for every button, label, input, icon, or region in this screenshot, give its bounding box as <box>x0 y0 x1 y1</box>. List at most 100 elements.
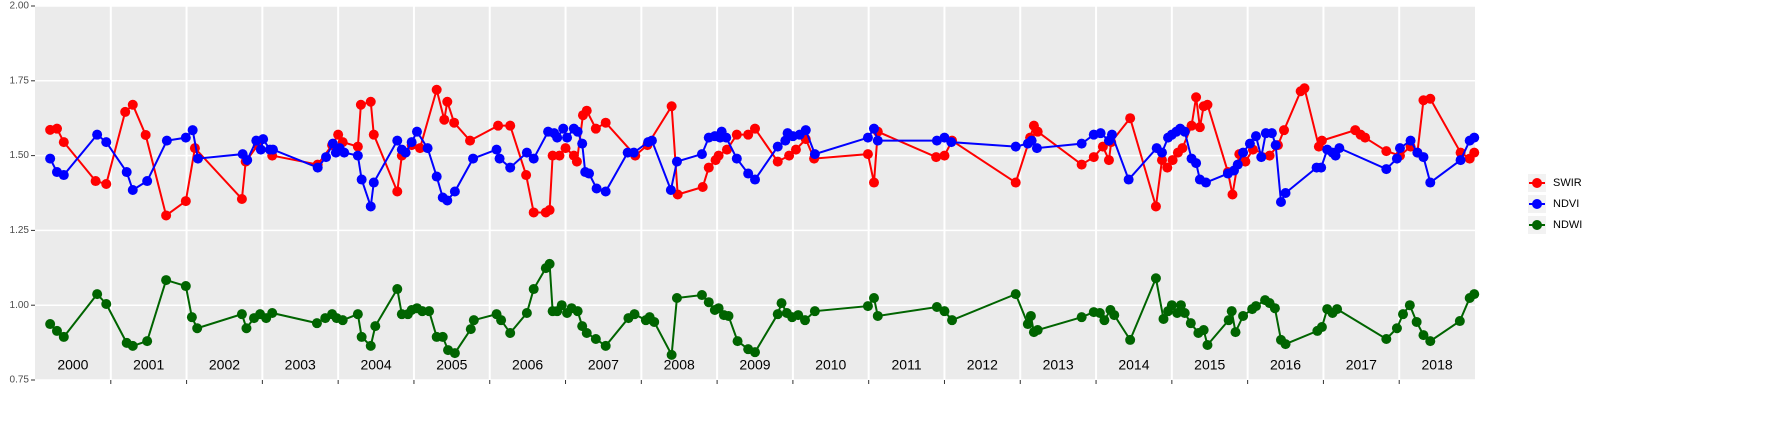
data-point <box>750 347 760 358</box>
data-point <box>1266 128 1277 139</box>
data-point <box>1010 141 1021 152</box>
data-point <box>333 129 344 140</box>
data-point <box>750 174 760 185</box>
data-point <box>713 303 724 314</box>
data-point <box>1230 327 1241 338</box>
data-point <box>1418 152 1429 163</box>
data-point <box>370 321 381 332</box>
data-point <box>465 135 476 146</box>
legend-key-point <box>1532 199 1542 209</box>
data-point <box>236 309 247 320</box>
data-point <box>868 293 879 304</box>
data-point <box>666 349 677 360</box>
data-point <box>1109 310 1120 321</box>
data-point <box>1469 132 1480 143</box>
data-point <box>784 150 795 161</box>
data-point <box>192 323 203 334</box>
data-point <box>629 309 640 320</box>
year-label: 2001 <box>133 357 164 373</box>
data-point <box>339 147 350 158</box>
data-point <box>521 170 532 181</box>
data-point <box>449 117 460 128</box>
data-point <box>558 123 569 134</box>
data-point <box>449 348 460 359</box>
data-point <box>161 135 172 146</box>
data-point <box>703 162 714 173</box>
data-point <box>1316 162 1327 173</box>
data-point <box>411 126 422 137</box>
data-point <box>1264 150 1275 161</box>
data-point <box>101 179 112 190</box>
y-tick-label: 1.25 <box>10 225 30 236</box>
year-label: 2014 <box>1118 357 1149 373</box>
data-point <box>1179 126 1190 137</box>
data-point <box>422 143 433 154</box>
year-label: 2009 <box>739 357 770 373</box>
data-point <box>1099 315 1110 326</box>
data-point <box>946 137 957 148</box>
data-point <box>947 315 958 326</box>
data-point <box>591 183 602 194</box>
year-label: 2011 <box>892 357 922 373</box>
legend-key-point <box>1532 178 1542 188</box>
data-point <box>628 147 639 158</box>
y-tick-label: 1.50 <box>10 150 30 161</box>
data-point <box>1332 304 1343 315</box>
data-point <box>1177 143 1188 154</box>
data-point <box>868 123 879 134</box>
data-point <box>793 310 804 321</box>
data-point <box>1316 322 1327 333</box>
data-point <box>697 182 708 193</box>
data-point <box>1405 135 1416 146</box>
data-point <box>1175 300 1186 311</box>
data-point <box>1425 177 1436 188</box>
data-point <box>392 135 403 146</box>
data-point <box>562 132 573 143</box>
data-point <box>1031 143 1042 154</box>
data-point <box>101 299 112 310</box>
data-point <box>45 153 56 164</box>
data-point <box>142 336 153 347</box>
data-point <box>365 96 376 107</box>
data-point <box>521 147 532 158</box>
data-point <box>776 298 787 309</box>
data-point <box>772 309 783 320</box>
data-point <box>355 99 366 110</box>
data-point <box>468 153 479 164</box>
data-point <box>236 193 247 204</box>
data-point <box>1269 303 1280 314</box>
year-label: 2016 <box>1270 357 1301 373</box>
data-point <box>1404 300 1415 311</box>
data-point <box>1032 325 1043 336</box>
data-point <box>1469 289 1480 300</box>
data-point <box>1469 147 1480 158</box>
data-point <box>368 177 379 188</box>
data-point <box>713 150 724 161</box>
data-point <box>505 162 516 173</box>
data-point <box>161 210 172 221</box>
data-point <box>1275 196 1286 207</box>
data-point <box>581 328 592 339</box>
data-point <box>600 340 611 351</box>
data-point <box>352 309 363 320</box>
data-point <box>127 185 138 196</box>
data-point <box>442 96 453 107</box>
data-point <box>743 129 754 140</box>
data-point <box>468 315 479 326</box>
data-point <box>862 301 873 312</box>
data-point <box>1280 188 1291 198</box>
data-point <box>1244 138 1255 149</box>
data-point <box>1227 189 1238 200</box>
data-point <box>415 143 426 154</box>
data-point <box>1454 316 1465 327</box>
data-point <box>120 106 131 117</box>
data-point <box>1076 159 1087 170</box>
data-point <box>142 176 153 187</box>
data-point <box>868 177 879 188</box>
data-point <box>1185 318 1196 329</box>
data-point <box>554 150 565 161</box>
data-point <box>600 117 611 128</box>
year-label: 2000 <box>57 357 88 373</box>
year-label: 2013 <box>1043 357 1074 373</box>
data-point <box>51 325 62 336</box>
